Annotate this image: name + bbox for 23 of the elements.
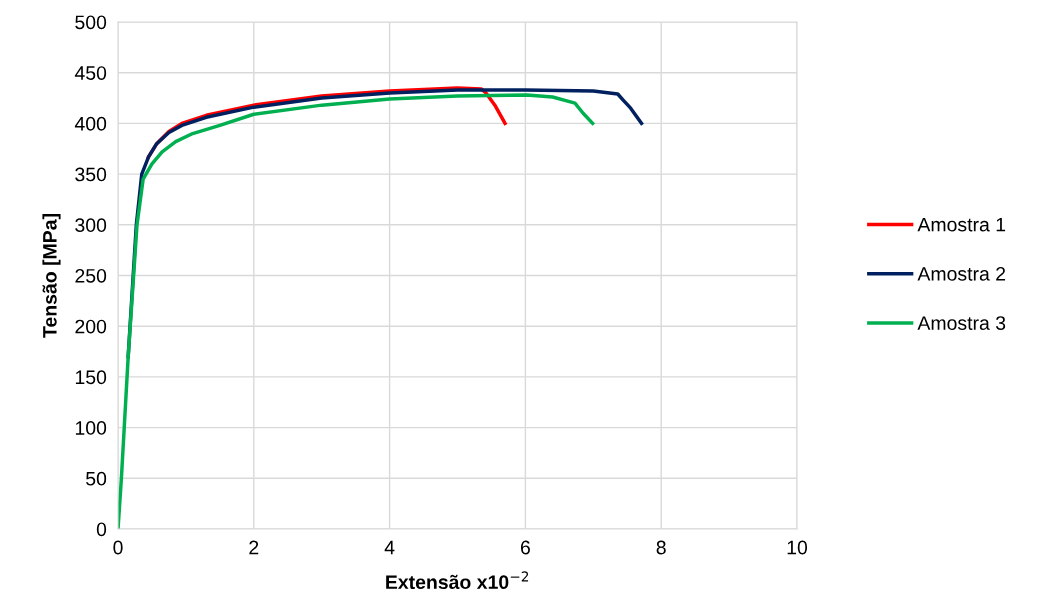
x-axis-title: Extensão x10$^{−2}$: [386, 571, 529, 590]
y-tick-label: 500: [75, 15, 107, 30]
y-tick-label: 400: [74, 116, 107, 131]
x-tick-label: 10: [787, 540, 808, 555]
y-tick-label: 250: [75, 268, 107, 283]
y-tick-label: 50: [86, 471, 107, 486]
y-tick-label: 150: [75, 370, 107, 385]
legend-label: Amostra 2: [917, 266, 1006, 281]
y-tick-label: 0: [96, 522, 107, 537]
y-tick-label: 300: [75, 218, 107, 233]
x-tick-label: 4: [384, 540, 395, 555]
x-tick-label: 0: [113, 540, 123, 555]
legend-label: Amostra 3: [917, 316, 1006, 330]
x-tick-label: 2: [249, 540, 259, 555]
line-series: [118, 93, 595, 529]
x-tick-label: 8: [656, 540, 666, 555]
y-tick-label: 100: [75, 421, 107, 435]
y-axis-title: Tensão [MPa]: [42, 214, 61, 338]
y-tick-label: 350: [75, 167, 107, 182]
x-tick-label: 6: [520, 540, 530, 555]
y-tick-label: 200: [75, 319, 107, 334]
legend-label: Amostra 1: [917, 217, 1006, 232]
y-tick-label: 450: [74, 66, 107, 80]
